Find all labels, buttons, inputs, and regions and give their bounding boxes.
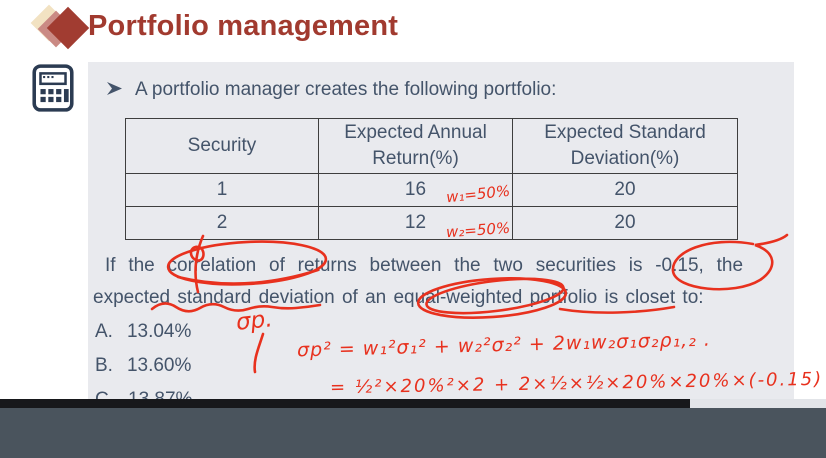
player-control-bar: 01:25 / 01:44 流畅 1x (0, 408, 826, 458)
choice-b-label: B. (95, 355, 113, 376)
table-row: 1 16 20 (125, 173, 738, 207)
portfolio-table: Security Expected Annual Return(%) Expec… (125, 118, 738, 240)
choice-a-value: 13.04% (126, 321, 192, 342)
choice-b: B. 13.60% (95, 355, 191, 377)
col-stddev: Expected Standard Deviation(%) (512, 118, 738, 174)
question-line1: If the correlation of returns between th… (105, 255, 744, 276)
title-diamond-icon (30, 4, 90, 54)
cell-sec1: 1 (125, 173, 319, 207)
table-header-row: Security Expected Annual Return(%) Expec… (125, 118, 738, 174)
choice-b-value: 13.60% (126, 355, 192, 376)
choice-a: A. 13.04% (95, 321, 191, 343)
bullet-line: A portfolio manager creates the followin… (106, 79, 556, 101)
question-line2: expected standard deviation of an equal-… (93, 287, 704, 308)
calculator-icon (29, 64, 77, 117)
cell-sec2: 2 (125, 206, 319, 240)
bullet-arrow-icon (106, 80, 123, 102)
cell-ret2: 12 (318, 206, 513, 240)
progress-fill (0, 399, 690, 408)
cell-std2: 20 (512, 206, 738, 240)
choice-a-label: A. (95, 321, 113, 342)
annotation-sigma-p: σp. (234, 306, 274, 336)
bullet-text: A portfolio manager creates the followin… (135, 79, 557, 100)
col-return: Expected Annual Return(%) (318, 118, 513, 174)
page-title: Portfolio management (88, 10, 399, 42)
table-row: 2 12 20 (125, 206, 738, 240)
cell-std1: 20 (512, 173, 738, 207)
col-security: Security (125, 118, 319, 174)
progress-bar[interactable] (0, 399, 826, 408)
